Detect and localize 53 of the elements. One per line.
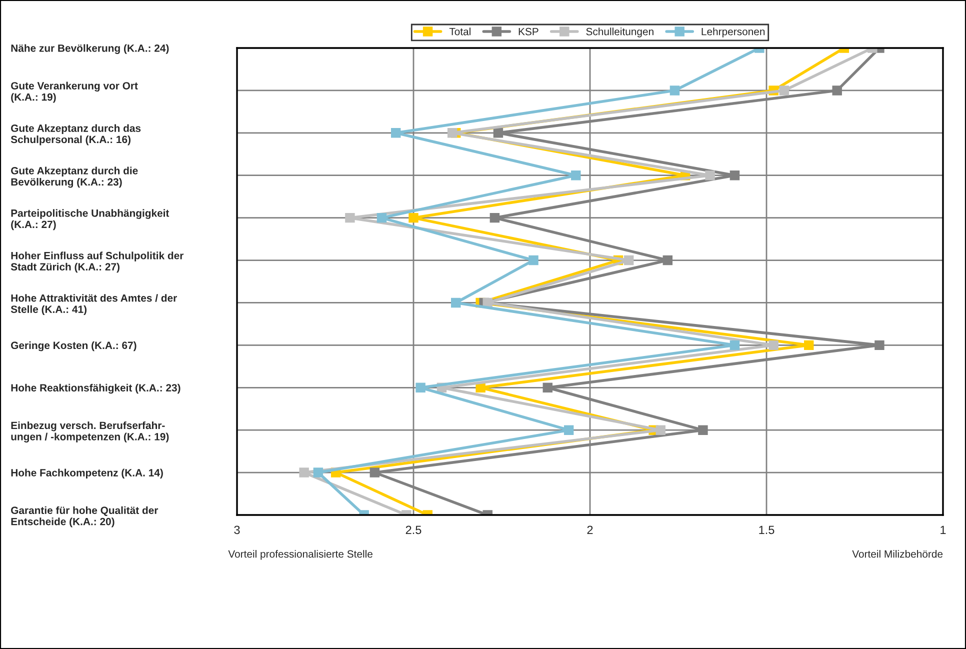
- x-tick-label: 1.5: [759, 526, 774, 534]
- y-tick-label: Hohe Fachkompetenz (K.A. 14): [11, 468, 163, 478]
- y-tick-label: Hohe Reaktionsfähigkeit (K.A.: 23): [11, 384, 180, 394]
- point: [416, 382, 426, 392]
- point: [390, 128, 401, 138]
- point: [656, 425, 666, 435]
- point: [804, 340, 814, 350]
- point: [299, 468, 309, 478]
- y-tick-label: Einbezug versch. Berufserfahr- ungen / -kompetenzen (K.A.: 19): [11, 421, 169, 442]
- x-tick-label: 1: [940, 526, 946, 534]
- point: [624, 255, 634, 266]
- y-tick-label: Parteipolitische Unabhängigkeit (K.A.: 27): [11, 209, 170, 230]
- x-tick-label: 3: [234, 526, 240, 534]
- y-tick-label: Gute Akzeptanz durch das Schulpersonal (K.A.: 16): [10, 124, 141, 146]
- point: [705, 170, 715, 180]
- point: [376, 212, 387, 223]
- legend-label: Lehrpersonen: [702, 28, 765, 38]
- x-tick-label: 2: [587, 526, 593, 534]
- point: [451, 298, 461, 308]
- y-tick-label: Nähe zur Bevölkerung (K.A.: 24): [11, 44, 169, 54]
- point: [670, 86, 680, 96]
- y-tick-label: Gute Akzeptanz durch die Bevölkerung (K.A.: 23): [11, 166, 138, 188]
- point: [874, 340, 884, 350]
- y-tick-label: Hohe Attraktivität des Amtes / der Stelle (K.A.: 41): [10, 294, 177, 316]
- point: [476, 382, 486, 392]
- point: [730, 340, 740, 350]
- point: [408, 212, 418, 223]
- point: [542, 382, 552, 392]
- text: Vorteil Milizbehörde: [852, 550, 943, 558]
- point: [313, 468, 324, 478]
- point: [370, 468, 380, 478]
- x-tick-label: 2.5: [406, 526, 422, 534]
- point: [698, 425, 708, 435]
- point: [490, 212, 500, 223]
- legend-label: Total: [449, 28, 470, 36]
- point: [730, 170, 740, 180]
- y-tick-label: Garantie für hohe Qualität der Entscheide (K.A.: 20): [11, 506, 158, 528]
- point: [571, 170, 581, 180]
- point: [493, 128, 504, 138]
- y-tick-label: Hoher Einfluss auf Schulpolitik der Stadt Zürich (K.A.: 27): [10, 252, 184, 273]
- point: [768, 340, 778, 350]
- point: [528, 255, 538, 266]
- y-tick-label: Gute Verankerung vor Ort (K.A.: 19): [11, 82, 138, 103]
- legend-label: Schulleitungen: [586, 28, 654, 38]
- point: [345, 212, 355, 223]
- point: [832, 86, 842, 96]
- point: [447, 128, 458, 138]
- text: Vorteil professionalisierte Stelle: [228, 550, 372, 560]
- point: [779, 86, 790, 96]
- point: [564, 425, 574, 435]
- y-tick-label: Geringe Kosten (K.A.: 67): [11, 341, 136, 352]
- point: [662, 255, 673, 266]
- legend-label: KSP: [518, 28, 538, 36]
